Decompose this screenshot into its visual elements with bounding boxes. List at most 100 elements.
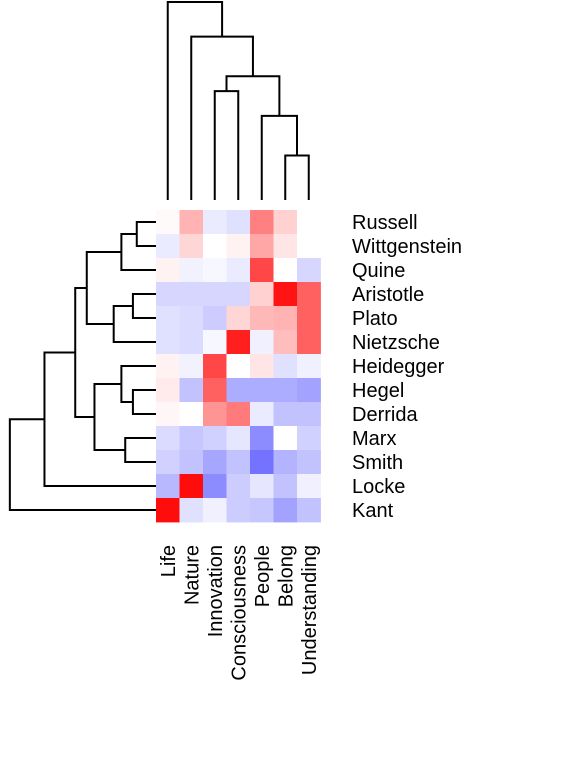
row-label: Aristotle	[352, 284, 424, 306]
heatmap-cell	[297, 474, 321, 499]
row-dendrogram-link	[120, 365, 156, 403]
column-dendrogram-link	[225, 75, 281, 116]
row-dendrogram-link	[43, 351, 156, 487]
heatmap-cell	[250, 402, 274, 427]
heatmap-cell	[203, 474, 227, 499]
row-dendrogram-link	[131, 293, 156, 319]
heatmap-cell	[203, 330, 227, 355]
heatmap-cell	[203, 354, 227, 379]
column-dendrogram	[166, 1, 310, 200]
heatmap-cell	[179, 402, 204, 427]
heatmap-cell	[250, 378, 274, 403]
heatmap-cell	[156, 402, 180, 427]
heatmap-cell	[250, 258, 274, 283]
row-dendrogram-link	[74, 287, 95, 418]
heatmap-cell	[297, 378, 321, 403]
heatmap-cell	[203, 258, 227, 283]
heatmap-cell	[179, 234, 204, 259]
heatmap-cell	[203, 426, 227, 451]
heatmap-cell	[179, 282, 204, 307]
heatmap-cell	[203, 498, 227, 523]
row-dendrogram-link	[124, 437, 156, 463]
column-label: Consciousness	[228, 545, 250, 681]
heatmap-cell	[203, 210, 227, 235]
heatmap-cell	[250, 450, 274, 475]
heatmap-cell	[273, 474, 298, 499]
heatmap-cell	[203, 306, 227, 331]
heatmap-cell	[273, 330, 298, 355]
heatmap-cell	[250, 330, 274, 355]
heatmap-cell	[273, 426, 298, 451]
column-label: Life	[158, 545, 180, 577]
heatmap-cell	[273, 282, 298, 307]
column-dendrogram-link	[260, 114, 298, 200]
heatmap-cell	[297, 330, 321, 355]
heatmap-cell	[179, 306, 204, 331]
heatmap-cell	[250, 282, 274, 307]
heatmap-cell	[179, 354, 204, 379]
heatmap-cell	[273, 402, 298, 427]
heatmap-cell	[203, 450, 227, 475]
row-label: Marx	[352, 428, 396, 450]
heatmap-cell	[273, 234, 298, 259]
heatmap-cell	[226, 354, 251, 379]
heatmap-cell	[226, 282, 251, 307]
heatmap-cell	[297, 498, 321, 523]
heatmap-cell	[156, 210, 180, 235]
heatmap-cell	[156, 378, 180, 403]
column-label: Nature	[181, 545, 203, 605]
heatmap-cell	[179, 474, 204, 499]
column-label: Innovation	[205, 545, 227, 637]
heatmap-cell	[250, 306, 274, 331]
heatmap-cell	[179, 258, 204, 283]
heatmap-cell	[156, 450, 180, 475]
heatmap-cell	[203, 234, 227, 259]
heatmap-cell	[226, 450, 251, 475]
row-dendrogram-link	[120, 233, 156, 271]
heatmap-cell	[203, 402, 227, 427]
heatmap-cell	[156, 306, 180, 331]
heatmap-cell	[226, 306, 251, 331]
heatmap-cell	[297, 402, 321, 427]
row-dendrogram-link	[131, 389, 156, 415]
heatmap-cell	[250, 498, 274, 523]
heatmap-cell	[297, 210, 321, 235]
heatmap-cell	[273, 498, 298, 523]
row-labels: RussellWittgensteinQuineAristotlePlatoNi…	[352, 212, 462, 522]
row-dendrogram-link	[112, 305, 156, 343]
heatmap-cell	[156, 282, 180, 307]
row-label: Smith	[352, 452, 403, 474]
heatmap-cell	[179, 378, 204, 403]
heatmap-cell	[297, 234, 321, 259]
row-label: Russell	[352, 212, 418, 234]
heatmap-cell	[226, 378, 251, 403]
heatmap-cell	[226, 258, 251, 283]
heatmap-cell	[226, 234, 251, 259]
row-label: Wittgenstein	[352, 236, 462, 258]
heatmap-cell	[179, 330, 204, 355]
column-label: People	[252, 545, 274, 607]
heatmap-cell	[226, 474, 251, 499]
heatmap-cell	[226, 210, 251, 235]
row-label: Heidegger	[352, 356, 445, 378]
heatmap-cell	[297, 306, 321, 331]
row-label: Hegel	[352, 380, 404, 402]
heatmap-cell	[250, 234, 274, 259]
heatmap-cell	[297, 354, 321, 379]
heatmap-cell	[179, 210, 204, 235]
heatmap-cell	[156, 474, 180, 499]
heatmap-cell	[250, 354, 274, 379]
row-label: Plato	[352, 308, 398, 330]
heatmap-cell	[179, 450, 204, 475]
heatmap-cell	[203, 282, 227, 307]
heatmap-cell	[156, 234, 180, 259]
row-label: Kant	[352, 500, 394, 522]
column-dendrogram-link	[213, 90, 240, 200]
row-dendrogram-link	[85, 251, 122, 325]
heatmap-cell	[226, 498, 251, 523]
heatmap-cell	[156, 354, 180, 379]
heatmap-cell	[273, 210, 298, 235]
column-label: Belong	[275, 545, 297, 607]
heatmap-cell	[179, 426, 204, 451]
